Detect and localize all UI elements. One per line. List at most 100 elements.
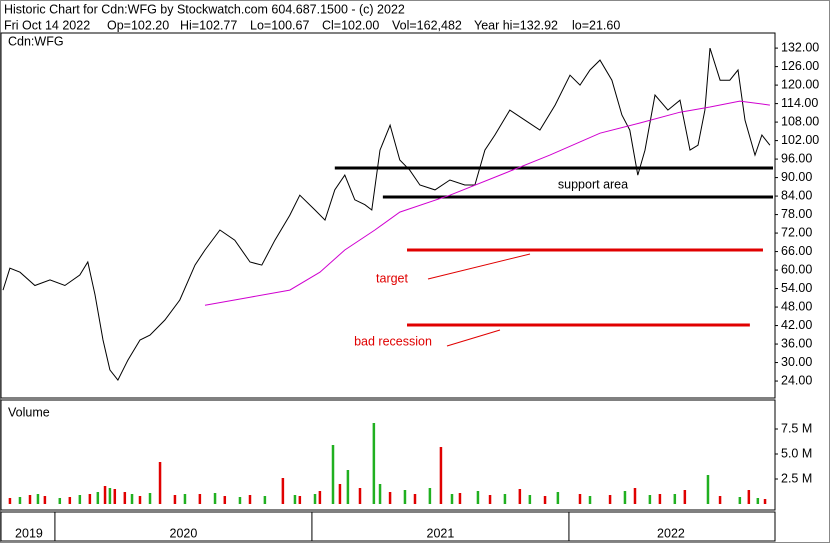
volume-bar [439, 447, 443, 504]
volume-bar [78, 495, 82, 504]
y-tick-label: 84.00 [781, 188, 812, 202]
volume-bar [88, 494, 92, 504]
volume-bar [738, 497, 742, 504]
y-tick-label: 60.00 [781, 262, 812, 276]
volume-bar [578, 494, 582, 504]
volume-bar [378, 484, 382, 504]
annotation: bad recession [354, 334, 432, 348]
volume-bar [68, 497, 72, 504]
y-tick-label: 126.00 [781, 59, 819, 73]
volume-panel [0, 399, 776, 511]
volume-bar [658, 494, 662, 504]
volume-bar [43, 496, 47, 504]
pointer-line [427, 253, 531, 280]
volume-bar [313, 494, 317, 504]
x-tick-label: 2020 [170, 526, 198, 540]
y-tick-label: 54.00 [781, 281, 812, 295]
volume-bar [413, 494, 417, 504]
x-tick-label: 2021 [427, 526, 455, 540]
volume-bar [503, 494, 507, 504]
volume-bar [183, 494, 187, 504]
volume-bar [747, 490, 751, 504]
volume-bar [318, 491, 322, 504]
volume-bar [543, 496, 547, 504]
x-tick-label: 2019 [15, 526, 43, 540]
volume-bar [123, 492, 127, 504]
volume-bar [18, 497, 22, 504]
chart-title: Historic Chart for Cdn:WFG by Stockwatch… [4, 2, 405, 16]
volume-bar [372, 423, 376, 504]
volume-bar [346, 470, 350, 504]
y-tick-label: 66.00 [781, 244, 812, 258]
volume-bar [388, 492, 392, 504]
volume-bar [556, 492, 560, 504]
volume-bar [763, 499, 767, 504]
symbol-label: Cdn:WFG [8, 34, 64, 48]
y-tick-label: 36.00 [781, 336, 812, 350]
volume-bar [248, 495, 252, 504]
price-line [2, 47, 771, 382]
volume-bar [403, 490, 407, 504]
volume-bar [718, 496, 722, 504]
volume-bar [633, 488, 637, 504]
y-tick-label: 2.5 M [781, 471, 812, 485]
volume-bar [8, 498, 12, 504]
volume-bar [130, 494, 134, 504]
y-tick-label: 102.00 [781, 133, 819, 147]
volume-bar [428, 488, 432, 504]
volume-bar [648, 495, 652, 504]
y-tick-label: 7.5 M [781, 421, 812, 435]
header-stat: Fri Oct 14 2022 [4, 18, 90, 32]
volume-bar [263, 496, 267, 504]
volume-bar [488, 495, 492, 504]
volume-bar [238, 497, 242, 504]
volume-bar [293, 495, 297, 504]
volume-bar [113, 489, 117, 504]
y-tick-label: 78.00 [781, 207, 812, 221]
volume-bar [28, 495, 32, 504]
price-line [204, 100, 770, 306]
header-stat: lo=21.60 [572, 18, 620, 32]
header-stat: Op=102.20 [107, 18, 169, 32]
volume-bar [58, 498, 62, 504]
volume-bar [683, 490, 687, 504]
volume-bar [331, 445, 335, 504]
x-tick-label: 2022 [657, 526, 685, 540]
header-stat: Year hi=132.92 [474, 18, 558, 32]
volume-bar [450, 494, 454, 504]
volume-bar [673, 494, 677, 504]
volume-bar [281, 478, 285, 504]
y-tick-label: 132.00 [781, 40, 819, 54]
header-stat: Hi=102.77 [180, 18, 237, 32]
volume-bar [36, 494, 40, 504]
volume-bar [138, 496, 142, 504]
volume-bar [108, 488, 112, 504]
volume-bar [338, 484, 342, 504]
y-tick-label: 5.0 M [781, 446, 812, 460]
volume-bar [623, 491, 627, 504]
annotation: support area [558, 177, 628, 191]
volume-bar [158, 462, 162, 504]
volume-label: Volume [8, 405, 50, 419]
header-stat: Lo=100.67 [250, 18, 309, 32]
pointer-line [446, 329, 501, 347]
volume-bar [213, 493, 217, 504]
y-tick-label: 48.00 [781, 299, 812, 313]
volume-bar [608, 495, 612, 504]
volume-bar [518, 489, 522, 504]
volume-bar [148, 493, 152, 504]
y-tick-label: 30.00 [781, 355, 812, 369]
y-tick-label: 120.00 [781, 77, 819, 91]
volume-bar [458, 493, 462, 504]
volume-bar [298, 496, 302, 504]
annotation: target [376, 271, 408, 285]
price-panel [0, 32, 776, 399]
volume-bar [96, 492, 100, 504]
y-tick-label: 24.00 [781, 373, 812, 387]
volume-bar [358, 488, 362, 504]
y-tick-label: 108.00 [781, 114, 819, 128]
header-stat: Vol=162,482 [392, 18, 462, 32]
